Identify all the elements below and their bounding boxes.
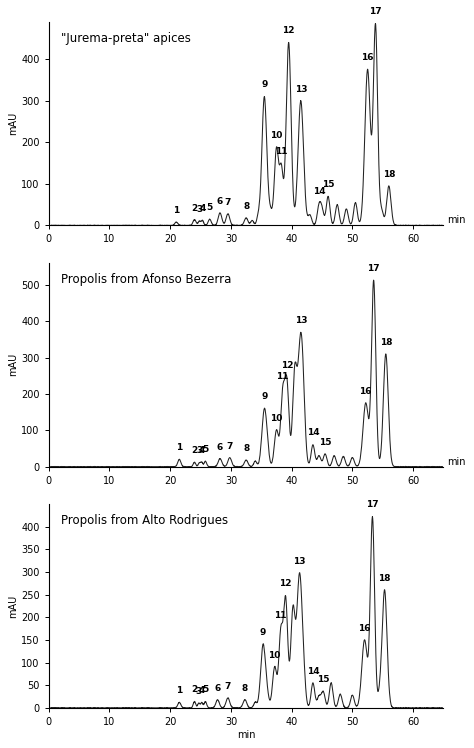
Text: 10: 10	[270, 131, 283, 140]
Text: 6: 6	[217, 197, 223, 206]
Text: 5: 5	[207, 203, 213, 212]
Text: 12: 12	[281, 361, 293, 370]
Text: 17: 17	[367, 264, 380, 273]
Text: 3: 3	[196, 687, 202, 696]
Text: 4: 4	[199, 686, 205, 695]
Text: 13: 13	[294, 316, 307, 325]
Y-axis label: mAU: mAU	[9, 353, 18, 376]
Text: 13: 13	[294, 85, 307, 94]
Text: Propolis from Alto Rodrigues: Propolis from Alto Rodrigues	[61, 515, 228, 527]
Text: 17: 17	[369, 7, 382, 16]
Text: 10: 10	[268, 651, 281, 660]
Text: 16: 16	[361, 53, 374, 62]
Text: 3: 3	[196, 447, 202, 456]
Text: 11: 11	[276, 372, 289, 381]
Y-axis label: mAU: mAU	[9, 112, 18, 135]
Text: 1: 1	[173, 206, 180, 215]
Text: 15: 15	[317, 675, 329, 684]
Text: min: min	[447, 457, 466, 467]
Text: 14: 14	[313, 187, 325, 196]
Text: 17: 17	[366, 500, 379, 509]
Y-axis label: mAU: mAU	[9, 595, 18, 618]
Text: 2: 2	[191, 203, 198, 212]
Text: 7: 7	[225, 681, 231, 690]
Text: 2: 2	[191, 446, 198, 456]
Text: min: min	[447, 215, 466, 225]
Text: 9: 9	[260, 628, 266, 637]
Text: 18: 18	[378, 574, 391, 583]
Text: 16: 16	[359, 387, 372, 396]
Text: Propolis from Afonso Bezerra: Propolis from Afonso Bezerra	[61, 273, 231, 286]
X-axis label: min: min	[237, 729, 255, 740]
Text: 15: 15	[319, 438, 331, 447]
Text: 8: 8	[242, 684, 248, 693]
Text: 6: 6	[214, 684, 221, 693]
Text: 6: 6	[217, 443, 223, 452]
Text: 14: 14	[307, 429, 319, 438]
Text: 13: 13	[293, 557, 306, 565]
Text: 8: 8	[243, 444, 249, 453]
Text: 7: 7	[225, 197, 231, 206]
Text: 2: 2	[191, 685, 198, 694]
Text: 5: 5	[202, 685, 209, 694]
Text: 7: 7	[227, 441, 233, 450]
Text: 3: 3	[196, 205, 202, 214]
Text: 18: 18	[383, 170, 395, 179]
Text: 9: 9	[261, 80, 267, 90]
Text: 9: 9	[261, 392, 267, 402]
Text: 1: 1	[176, 443, 182, 452]
Text: 4: 4	[199, 204, 206, 213]
Text: 12: 12	[283, 26, 295, 35]
Text: 10: 10	[270, 414, 283, 423]
Text: 14: 14	[307, 666, 319, 675]
Text: 18: 18	[380, 338, 392, 347]
Text: 11: 11	[274, 611, 287, 620]
Text: 11: 11	[275, 147, 288, 156]
Text: 16: 16	[358, 624, 371, 633]
Text: 8: 8	[243, 202, 249, 211]
Text: "Jurema-preta" apices: "Jurema-preta" apices	[61, 32, 191, 45]
Text: 15: 15	[322, 180, 334, 189]
Text: 4: 4	[199, 446, 205, 455]
Text: 1: 1	[176, 686, 182, 695]
Text: 12: 12	[279, 580, 292, 589]
Text: 5: 5	[202, 445, 209, 454]
